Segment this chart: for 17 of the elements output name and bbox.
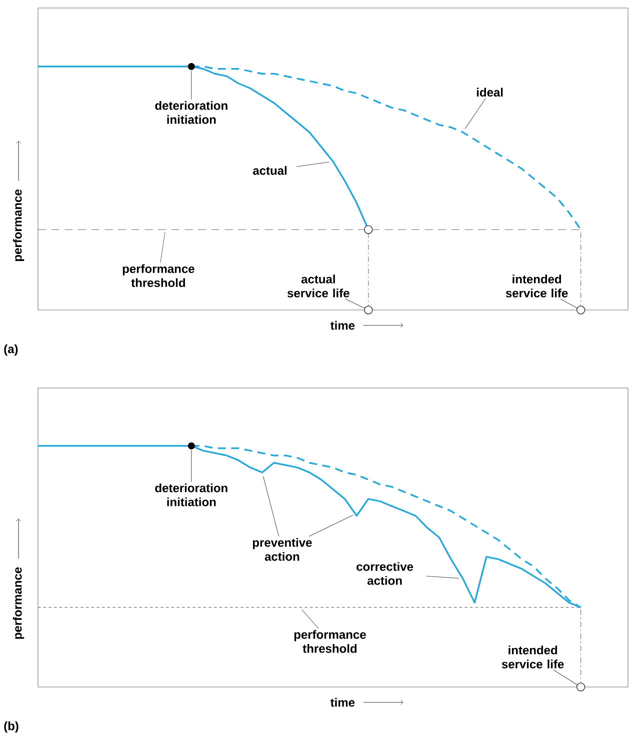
legend-label: performance threshold	[294, 630, 366, 653]
annotation: corrective action	[356, 562, 414, 585]
annotation: deterioration initiation	[155, 483, 228, 506]
annotation: ideal	[476, 88, 503, 97]
annotation: intended service life	[506, 274, 568, 298]
y-axis-title: performance	[12, 567, 24, 639]
x-axis-title: time	[330, 320, 355, 330]
y-axis-title: performance	[12, 190, 24, 261]
annotation: actual service life	[287, 274, 350, 298]
x-axis-title: time	[330, 698, 355, 707]
annotation: preventive action	[252, 538, 312, 561]
text: (a)	[4, 344, 18, 356]
annotation: actual	[253, 166, 286, 175]
text: (b)	[4, 721, 18, 733]
annotation: deterioration initiation	[155, 101, 228, 124]
ref-line-label: performance threshold	[122, 264, 194, 288]
annotation: intended service life	[502, 646, 564, 668]
